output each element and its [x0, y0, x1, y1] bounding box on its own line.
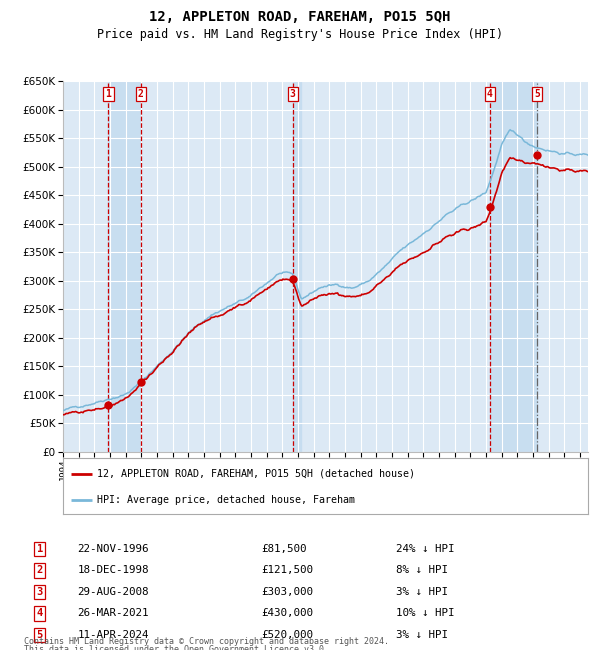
Text: 3: 3 [290, 89, 296, 99]
Text: 3: 3 [37, 587, 43, 597]
Text: 10% ↓ HPI: 10% ↓ HPI [396, 608, 455, 619]
Text: 3% ↓ HPI: 3% ↓ HPI [396, 587, 448, 597]
Text: 26-MAR-2021: 26-MAR-2021 [77, 608, 149, 619]
Text: 4: 4 [487, 89, 493, 99]
Text: 12, APPLETON ROAD, FAREHAM, PO15 5QH: 12, APPLETON ROAD, FAREHAM, PO15 5QH [149, 10, 451, 24]
Text: £520,000: £520,000 [261, 630, 313, 640]
Text: 3% ↓ HPI: 3% ↓ HPI [396, 630, 448, 640]
Text: 11-APR-2024: 11-APR-2024 [77, 630, 149, 640]
Text: £81,500: £81,500 [261, 544, 307, 554]
Bar [490, 81, 538, 452]
Text: £121,500: £121,500 [261, 566, 313, 575]
Text: 18-DEC-1998: 18-DEC-1998 [77, 566, 149, 575]
Text: HPI: Average price, detached house, Fareham: HPI: Average price, detached house, Fare… [97, 495, 355, 504]
Text: 5: 5 [535, 89, 541, 99]
Text: 2: 2 [37, 566, 43, 575]
Text: Contains HM Land Registry data © Crown copyright and database right 2024.: Contains HM Land Registry data © Crown c… [24, 636, 389, 645]
Text: 4: 4 [37, 608, 43, 619]
Text: 1: 1 [37, 544, 43, 554]
Text: £303,000: £303,000 [261, 587, 313, 597]
Text: 2: 2 [138, 89, 143, 99]
Text: 24% ↓ HPI: 24% ↓ HPI [396, 544, 455, 554]
Text: Price paid vs. HM Land Registry's House Price Index (HPI): Price paid vs. HM Land Registry's House … [97, 28, 503, 41]
Text: 8% ↓ HPI: 8% ↓ HPI [396, 566, 448, 575]
Text: 12, APPLETON ROAD, FAREHAM, PO15 5QH (detached house): 12, APPLETON ROAD, FAREHAM, PO15 5QH (de… [97, 469, 415, 478]
Bar [109, 81, 142, 452]
Text: This data is licensed under the Open Government Licence v3.0.: This data is licensed under the Open Gov… [24, 645, 329, 650]
Text: 5: 5 [37, 630, 43, 640]
Text: 29-AUG-2008: 29-AUG-2008 [77, 587, 149, 597]
Bar [293, 81, 301, 452]
Text: 1: 1 [106, 89, 112, 99]
Text: 22-NOV-1996: 22-NOV-1996 [77, 544, 149, 554]
Text: £430,000: £430,000 [261, 608, 313, 619]
